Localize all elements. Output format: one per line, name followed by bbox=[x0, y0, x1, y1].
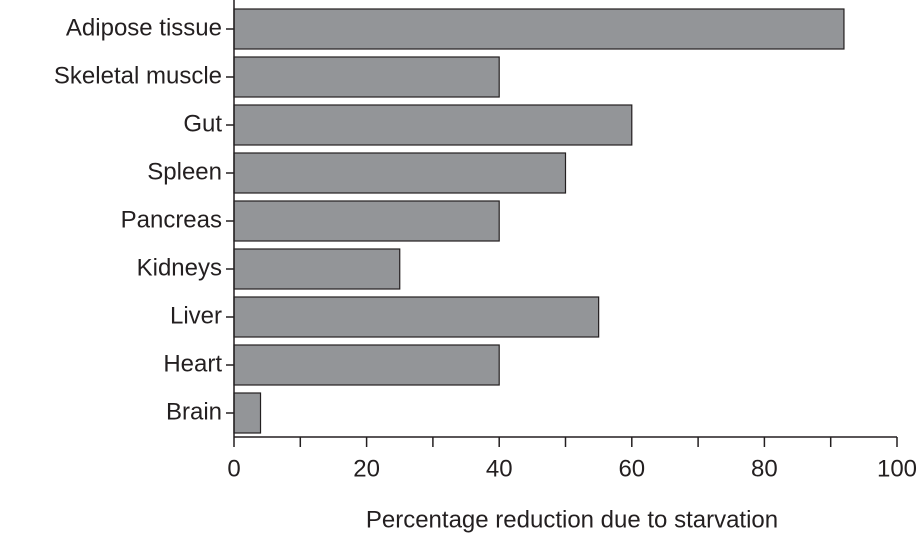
y-tick-label: Kidneys bbox=[137, 254, 222, 281]
x-tick-label: 80 bbox=[751, 455, 778, 482]
y-tick-label: Skeletal muscle bbox=[54, 62, 222, 89]
bar bbox=[233, 104, 633, 146]
x-tick-label: 40 bbox=[486, 455, 513, 482]
x-tick-label: 20 bbox=[353, 455, 380, 482]
x-tick-label: 60 bbox=[618, 455, 645, 482]
bar bbox=[233, 344, 500, 386]
bar bbox=[233, 8, 845, 50]
x-tick-label: 0 bbox=[227, 455, 240, 482]
x-axis-label: Percentage reduction due to starvation bbox=[366, 506, 778, 533]
bar bbox=[233, 248, 401, 290]
y-tick-label: Liver bbox=[170, 302, 222, 329]
y-tick-label: Adipose tissue bbox=[66, 14, 222, 41]
bar bbox=[233, 392, 262, 434]
y-tick-label: Brain bbox=[166, 398, 222, 425]
x-tick-label: 100 bbox=[877, 455, 917, 482]
y-tick-label: Heart bbox=[163, 350, 222, 377]
y-tick-label: Spleen bbox=[147, 158, 222, 185]
bar bbox=[233, 152, 567, 194]
y-tick-label: Pancreas bbox=[121, 206, 222, 233]
bar bbox=[233, 200, 500, 242]
bar bbox=[233, 56, 500, 98]
y-tick-label: Gut bbox=[183, 110, 222, 137]
bar bbox=[233, 296, 600, 338]
